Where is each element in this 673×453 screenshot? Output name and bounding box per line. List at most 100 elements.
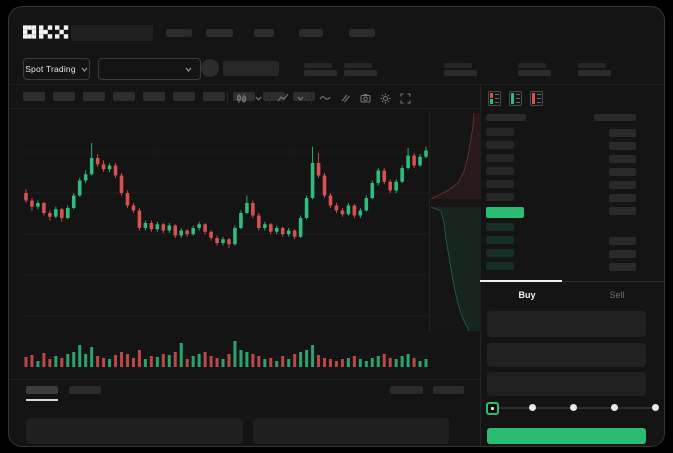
book-combined-icon[interactable] [488, 91, 501, 106]
chevron-down-icon [81, 67, 88, 72]
candlestick-chart[interactable] [23, 111, 429, 381]
stat-label-placeholder [344, 63, 372, 68]
slider-stop[interactable] [610, 404, 618, 411]
nav-item-placeholder[interactable] [349, 29, 375, 37]
compare-icon[interactable] [338, 91, 352, 105]
orderbook-price-header [486, 114, 526, 121]
tabbar-divider [480, 281, 664, 282]
tab-sell[interactable]: Sell [609, 290, 625, 300]
camera-icon[interactable] [358, 91, 372, 105]
stat-value-placeholder [518, 70, 551, 76]
toolbar-divider [227, 92, 228, 104]
timeframe-button-placeholder[interactable] [173, 92, 195, 101]
header-divider [9, 84, 664, 85]
timeframe-button-placeholder[interactable] [113, 92, 135, 101]
mini-line [495, 102, 499, 103]
ask-amount-placeholder[interactable] [609, 129, 636, 137]
mini-line [495, 98, 499, 99]
search-input[interactable] [71, 25, 153, 41]
bids-mini-bar [490, 99, 493, 104]
fullscreen-icon[interactable] [398, 91, 412, 105]
slider-stop[interactable] [528, 404, 536, 411]
slider-stop[interactable] [651, 404, 659, 411]
mini-line [516, 98, 520, 99]
timeframe-button-placeholder[interactable] [23, 92, 45, 101]
line-tool-icon[interactable] [318, 91, 332, 105]
mini-line [516, 102, 520, 103]
ask-price-placeholder[interactable] [486, 180, 514, 188]
timeframe-button-placeholder[interactable] [83, 92, 105, 101]
mini-line [537, 94, 541, 95]
asks-mini-bar [490, 93, 493, 98]
market-type-dropdown[interactable]: Spot Trading [23, 58, 90, 80]
stat-label-placeholder [304, 63, 332, 68]
ask-amount-placeholder[interactable] [609, 194, 636, 202]
slider-handle-dot [491, 407, 494, 410]
mini-line [537, 102, 541, 103]
okx-logo [23, 25, 69, 39]
chevron-down-icon[interactable] [296, 91, 305, 105]
bid-amount-placeholder[interactable] [609, 250, 636, 258]
order-total-field[interactable] [487, 372, 646, 396]
ask-amount-placeholder[interactable] [609, 155, 636, 163]
toolbar-divider-line [9, 108, 480, 109]
stat-value-placeholder [344, 70, 377, 76]
chevron-down-icon[interactable] [254, 91, 263, 105]
ask-amount-placeholder[interactable] [609, 207, 636, 215]
ask-amount-placeholder[interactable] [609, 181, 636, 189]
nav-item-placeholder[interactable] [254, 29, 274, 37]
slider-stop[interactable] [569, 404, 577, 411]
book-asks-icon[interactable] [530, 91, 543, 106]
nav-item-placeholder[interactable] [166, 29, 192, 37]
pair-filter-dropdown[interactable] [98, 58, 201, 80]
bid-price-placeholder[interactable] [486, 223, 514, 231]
stat-label-placeholder [444, 63, 472, 68]
nav-item-placeholder[interactable] [206, 29, 233, 37]
ask-amount-placeholder[interactable] [609, 142, 636, 150]
ask-price-placeholder[interactable] [486, 141, 514, 149]
bottom-action-placeholder[interactable] [433, 386, 464, 394]
chevron-down-icon [185, 67, 192, 72]
mini-line [495, 94, 499, 95]
bottom-divider [9, 379, 480, 380]
timeframe-button-placeholder[interactable] [53, 92, 75, 101]
bid-price-placeholder[interactable] [486, 262, 514, 270]
bid-amount-placeholder[interactable] [609, 263, 636, 271]
settings-icon[interactable] [378, 91, 392, 105]
bottom-panel-right[interactable] [253, 418, 449, 444]
nav-item-placeholder[interactable] [299, 29, 323, 37]
ask-price-placeholder[interactable] [486, 154, 514, 162]
ask-price-placeholder[interactable] [486, 193, 514, 201]
tab-buy[interactable]: Buy [518, 290, 536, 300]
timeframe-button-placeholder[interactable] [293, 92, 315, 101]
last-price-badge [486, 207, 524, 218]
buy-submit-button[interactable] [487, 428, 646, 444]
timeframe-button-placeholder[interactable] [203, 92, 225, 101]
ask-price-placeholder[interactable] [486, 128, 514, 136]
bottom-tab-active-placeholder[interactable] [26, 386, 58, 394]
slider-handle[interactable] [486, 402, 499, 415]
indicators-icon[interactable] [276, 91, 290, 105]
order-amount-field[interactable] [487, 343, 646, 367]
ask-price-placeholder[interactable] [486, 167, 514, 175]
chart-style-icon[interactable] [234, 91, 248, 105]
bid-amount-placeholder[interactable] [609, 237, 636, 245]
main-nav [166, 29, 375, 37]
depth-profile-chart [429, 111, 481, 331]
token-avatar [201, 59, 219, 77]
toolbar-divider [311, 92, 312, 104]
stat-value-placeholder [304, 70, 337, 76]
pair-name-placeholder [223, 61, 279, 76]
bid-price-placeholder[interactable] [486, 249, 514, 257]
order-price-field[interactable] [487, 311, 646, 337]
ask-amount-placeholder[interactable] [609, 168, 636, 176]
timeframe-button-placeholder[interactable] [263, 92, 285, 101]
bottom-panel-left[interactable] [26, 418, 243, 444]
bottom-action-placeholder[interactable] [390, 386, 423, 394]
book-bids-icon[interactable] [509, 91, 522, 106]
bottom-tab-placeholder[interactable] [69, 386, 101, 394]
timeframe-button-placeholder[interactable] [143, 92, 165, 101]
bid-price-placeholder[interactable] [486, 236, 514, 244]
toolbar-divider [269, 92, 270, 104]
app-window: Spot Trading [8, 6, 665, 447]
